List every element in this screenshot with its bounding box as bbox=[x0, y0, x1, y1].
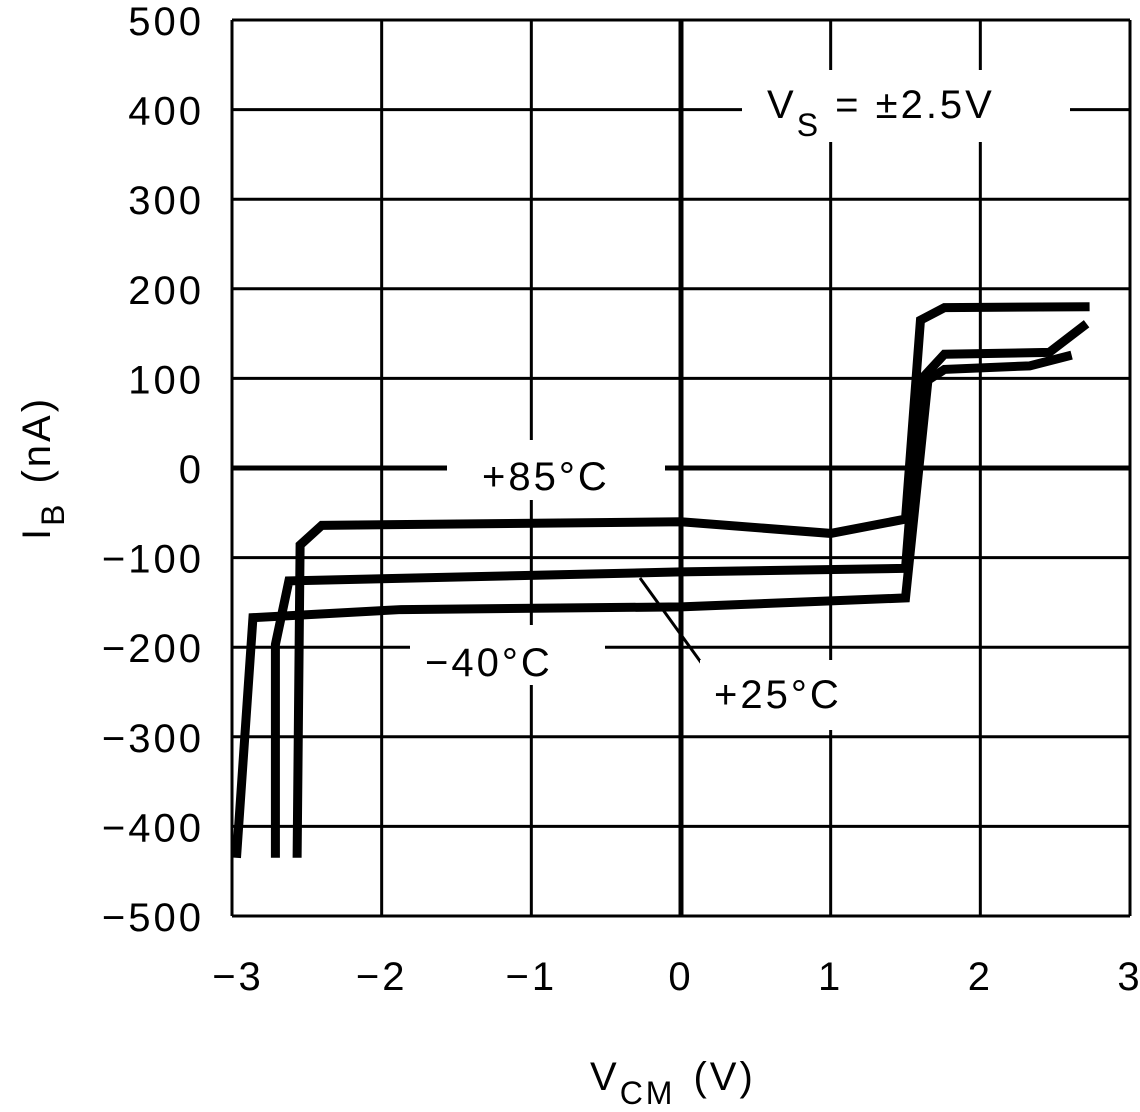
annotation-rest: = ±2.5V bbox=[821, 83, 995, 127]
mask-vs bbox=[742, 70, 1070, 142]
x-tick-label: −3 bbox=[212, 955, 264, 999]
mask-40 bbox=[410, 625, 605, 685]
y-axis-title: IB(nA) bbox=[15, 396, 71, 540]
mask-25 bbox=[700, 660, 880, 730]
label-masks bbox=[410, 70, 1070, 730]
y-tick-label: 0 bbox=[179, 448, 204, 492]
y-tick-label: −400 bbox=[102, 806, 204, 850]
grid bbox=[230, 18, 1132, 918]
series-line-0 bbox=[292, 302, 1090, 858]
series-line-2 bbox=[232, 350, 1073, 859]
y-tick-label: 300 bbox=[128, 179, 204, 223]
x-tick-label: 3 bbox=[1117, 955, 1140, 999]
series bbox=[232, 302, 1090, 859]
tick-labels: −3 −2 −1 0 1 2 3 500 400 300 200 100 0 −100 −200 −300 −4… bbox=[102, 0, 1140, 999]
annotation-vs: VS = ±2.5V bbox=[767, 83, 995, 143]
y-tick-label: 500 bbox=[128, 0, 204, 44]
x-tick-label: −2 bbox=[356, 955, 408, 999]
svg-text:VS = ±2.5V: VS = ±2.5V bbox=[767, 83, 995, 143]
mask-85 bbox=[447, 440, 665, 500]
y-tick-label: 100 bbox=[128, 358, 204, 402]
series-label-40: −40°C bbox=[425, 641, 553, 685]
y-tick-label: −500 bbox=[102, 896, 204, 940]
x-tick-label: 1 bbox=[818, 955, 843, 999]
x-axis-title: VCM (V) bbox=[590, 1055, 756, 1111]
x-tick-label: −1 bbox=[506, 955, 558, 999]
y-tick-label: 400 bbox=[128, 90, 204, 134]
y-tick-label: −300 bbox=[102, 717, 204, 761]
svg-text:IB(nA): IB(nA) bbox=[15, 396, 71, 540]
x-tick-label: 0 bbox=[668, 955, 693, 999]
annotation-main: V bbox=[767, 83, 797, 127]
series-label-85: +85°C bbox=[482, 455, 610, 499]
y-tick-label: 200 bbox=[128, 269, 204, 313]
y-tick-label: −100 bbox=[102, 538, 204, 582]
leader-line-25 bbox=[638, 577, 707, 669]
x-tick-label: 2 bbox=[968, 955, 993, 999]
y-tick-label: −200 bbox=[102, 627, 204, 671]
series-label-25: +25°C bbox=[714, 673, 842, 717]
annotation-sub: S bbox=[797, 107, 821, 143]
